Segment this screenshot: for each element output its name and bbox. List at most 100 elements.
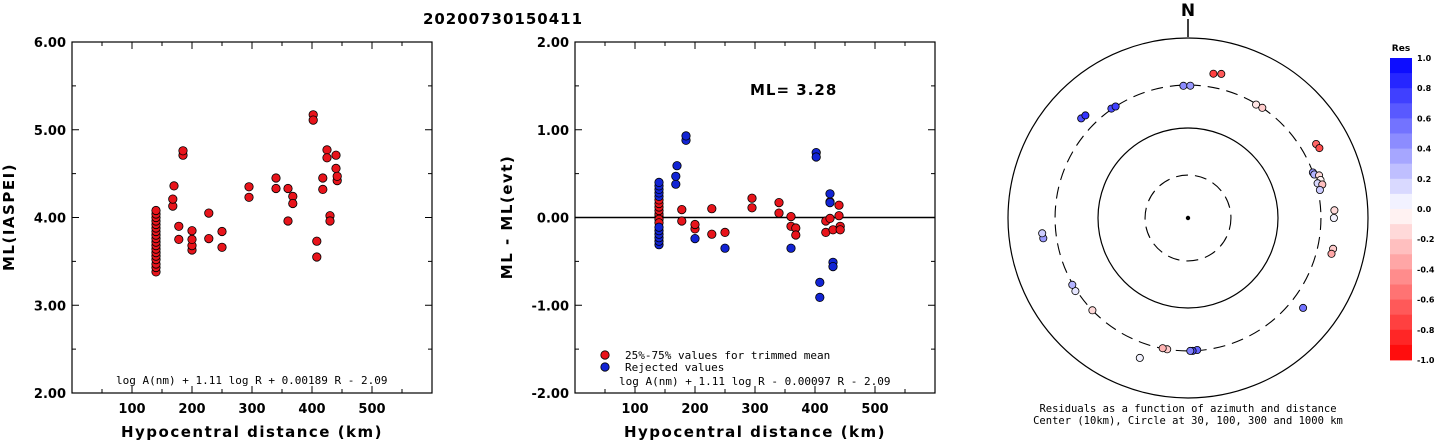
data-point [828,261,838,272]
y-tick-label: -1.00 [532,299,569,314]
station-point [1186,346,1195,355]
caption-line-1: Residuals as a function of azimuth and d… [1039,403,1336,415]
data-point [244,182,254,192]
colorbar-tick-label: -1.0 [1417,356,1435,365]
data-point [671,171,681,181]
data-point [283,183,293,194]
data-point [322,153,332,163]
data-point [747,203,757,213]
data-point [677,205,687,215]
data-point [318,184,328,194]
station-point [1252,100,1261,109]
colorbar-cell [1390,73,1412,89]
data-point [825,189,835,199]
station-point [1217,69,1226,78]
data-point [312,236,322,246]
data-point [747,193,757,203]
data-point [187,234,197,244]
colorbar-title: Res [1392,44,1410,54]
colorbar-cell [1390,269,1412,285]
data-point [178,146,188,156]
colorbar-tick-label: -0.2 [1417,235,1435,244]
data-point [331,163,341,173]
data-point [825,213,835,223]
north-label: N [1181,1,1195,21]
x-tick-label: 300 [238,402,265,417]
y-tick-label: 0.00 [537,212,569,227]
data-point [825,198,835,208]
data-point [283,216,293,226]
data-points [151,110,342,277]
data-point [690,234,700,244]
colorbar-cell [1390,178,1412,195]
data-point [312,252,322,262]
station-point [1315,185,1324,194]
x-tick-label: 100 [621,402,648,417]
colorbar-tick-label: -0.8 [1417,326,1435,335]
station-point [1186,81,1195,90]
data-point [217,242,227,252]
residual-colorbar: Res 1.0 0.8 0.6 0.4 0.2 0.0 -0.2 -0.4 -0.6 -0.8 -1… [1390,44,1435,365]
y-axis-label: ML(IASPEI) [0,163,18,271]
station-point [1258,103,1267,112]
ring-300km [1054,84,1322,352]
colorbar-cell [1390,344,1412,361]
colorbar-tick-label: -0.6 [1417,296,1435,305]
center-point [1185,215,1191,221]
station-point [1209,69,1218,78]
legend-label-rejected: Rejected values [625,361,724,374]
colorbar-cell [1390,239,1412,255]
data-point [835,225,845,235]
data-point [791,230,801,240]
data-point [786,243,796,253]
y-tick-label: 6.00 [34,36,66,51]
x-tick-label: 400 [801,402,828,417]
data-point [834,211,844,221]
colorbar-cells [1390,58,1412,361]
data-point [815,277,825,287]
data-point [834,200,844,210]
data-point [322,145,332,155]
data-point [786,212,796,222]
colorbar-cell [1390,299,1412,316]
colorbar-cell [1390,88,1412,104]
distance-rings [1007,37,1369,399]
colorbar-cell [1390,254,1412,270]
colorbar-cell [1390,148,1412,165]
data-point [288,198,298,209]
y-axis-label: ML - ML(evt) [498,155,516,279]
data-point [654,222,664,232]
axis-ticks: 100 200 300 400 500 2.00 3.00 4.00 5.00 6.00 [34,36,432,417]
station-point [1088,306,1097,315]
colorbar-cell [1390,193,1412,210]
data-point [151,205,161,216]
data-point [168,194,178,204]
colorbar-tick-label: -0.4 [1417,265,1435,274]
station-point [1158,344,1167,353]
data-point [174,221,184,231]
colorbar-cell [1390,329,1412,346]
x-tick-label: 300 [741,402,768,417]
y-tick-label: 1.00 [537,124,569,139]
data-point [271,183,281,194]
station-point [1330,206,1339,215]
x-tick-label: 500 [358,402,385,417]
data-point [720,227,730,237]
colorbar-cell [1390,314,1412,331]
data-point [677,216,687,226]
station-points [1038,69,1339,362]
station-point [1299,303,1308,312]
data-point [681,131,691,141]
data-point [774,208,784,218]
x-axis-label: Hypocentral distance (km) [121,423,383,441]
y-tick-label: 4.00 [34,212,66,227]
station-point [1068,280,1077,289]
colorbar-cell [1390,163,1412,180]
data-point [244,192,254,202]
data-point [707,229,717,239]
colorbar-cell [1390,103,1412,119]
x-axis-label: Hypocentral distance (km) [624,423,886,441]
x-tick-label: 100 [118,402,145,417]
formula-label: log A(nm) + 1.11 log R + 0.00189 R - 2.0… [116,374,388,387]
